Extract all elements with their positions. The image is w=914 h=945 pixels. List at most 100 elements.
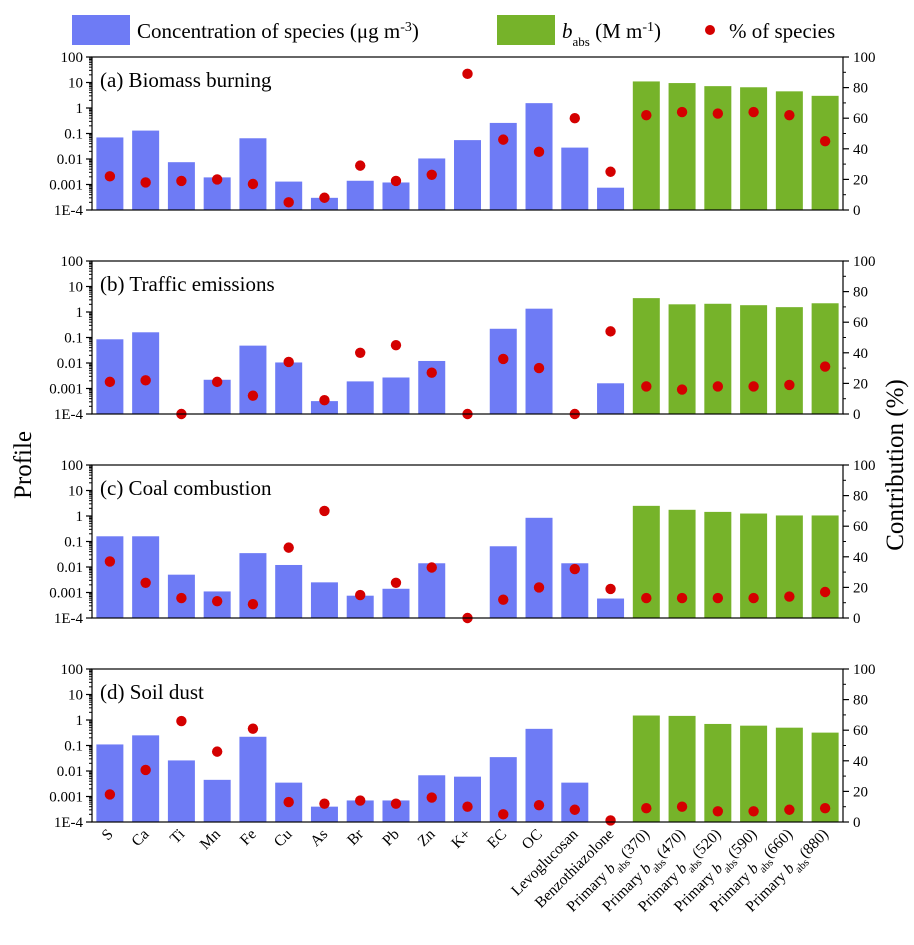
panel-title: (b) Traffic emissions <box>100 272 275 296</box>
category-label-1: S <box>99 826 117 844</box>
category-labels: S Ca Ti Mn Fe Cu As Br Pb Zn K+ EC OCLevoglucosanBen… <box>99 825 832 915</box>
percent-marker-1 <box>104 171 116 182</box>
left-tick-label: 100 <box>61 50 84 66</box>
percent-marker-19 <box>748 592 759 604</box>
bar-5 <box>239 345 267 414</box>
left-tick-label: 0.1 <box>64 127 83 143</box>
right-tick-label: 0 <box>853 407 861 423</box>
bar-8 <box>346 381 374 414</box>
bar-7 <box>310 806 338 822</box>
percent-marker-12 <box>498 353 509 365</box>
percent-marker-1 <box>104 376 116 388</box>
bar-11 <box>454 776 481 822</box>
percent-marker-15 <box>605 326 616 337</box>
left-tick-label: 1 <box>76 509 84 525</box>
panel-title: (c) Coal combustion <box>100 476 272 500</box>
right-tick-label: 60 <box>853 315 868 331</box>
percent-marker-2 <box>140 577 151 589</box>
right-tick-label: 20 <box>853 376 868 392</box>
percent-marker-19 <box>748 381 759 392</box>
percent-marker-2 <box>140 177 151 188</box>
percent-marker-12 <box>498 594 509 605</box>
bar-11 <box>454 140 481 210</box>
bar-15 <box>597 383 625 414</box>
percent-marker-19 <box>748 106 759 118</box>
right-tick-label: 80 <box>853 81 868 97</box>
bar-18 <box>704 303 732 414</box>
percent-marker-4 <box>211 595 223 607</box>
bar-8 <box>346 180 374 210</box>
category-label-2: Ca <box>128 826 152 850</box>
bar-21 <box>811 95 839 210</box>
bar-16 <box>632 81 660 210</box>
percent-marker-2 <box>140 764 151 776</box>
panel-3: 1E-4 0.001 0.01 0.1 1 10 100 0 20 40 60 80 100 (c) Co… <box>49 458 875 627</box>
left-tick-label: 10 <box>68 76 83 92</box>
bar-8 <box>346 800 374 822</box>
panel-4: 1E-4 0.001 0.01 0.1 1 10 100 0 20 40 60 80 100 (d) So… <box>49 662 875 831</box>
left-tick-label: 1 <box>76 101 84 117</box>
bar-9 <box>382 182 410 210</box>
category-label-10: Zn <box>414 826 438 850</box>
percent-marker-8 <box>355 589 366 601</box>
bar-7 <box>310 582 338 618</box>
percent-marker-16 <box>641 381 652 392</box>
bar-2 <box>132 735 160 822</box>
bar-13 <box>525 517 553 618</box>
category-label-6: Cu <box>271 826 296 851</box>
bar-20 <box>775 515 803 618</box>
right-tick-label: 80 <box>853 693 868 709</box>
bar-14 <box>561 147 589 210</box>
percent-marker-21 <box>819 361 831 372</box>
percent-marker-1 <box>104 789 116 800</box>
percent-marker-10 <box>426 792 437 803</box>
bar-18 <box>704 86 732 210</box>
percent-marker-5 <box>247 390 259 401</box>
legend: Concentration of species (μg m-3) babs (… <box>72 15 835 49</box>
percent-marker-3 <box>176 715 187 727</box>
percent-marker-11 <box>462 801 473 812</box>
panel-title: (d) Soil dust <box>100 680 204 704</box>
left-tick-label: 0.01 <box>57 764 83 780</box>
percent-marker-17 <box>676 801 688 812</box>
y-axis-title-left: Profile <box>10 431 37 499</box>
bar-2 <box>132 332 160 414</box>
bar-20 <box>775 307 803 414</box>
percent-marker-5 <box>247 178 259 190</box>
right-tick-label: 0 <box>853 611 861 627</box>
legend-swatch-babs <box>497 15 555 45</box>
percent-marker-6 <box>283 542 294 553</box>
percent-marker-20 <box>784 591 795 602</box>
right-tick-label: 100 <box>853 50 876 66</box>
panel-title: (a) Biomass burning <box>100 68 272 92</box>
right-tick-label: 20 <box>853 580 868 596</box>
legend-label-percent: % of species <box>729 19 835 43</box>
bar-7 <box>310 401 338 414</box>
right-tick-label: 60 <box>853 723 868 739</box>
percent-marker-13 <box>533 146 545 158</box>
left-tick-label: 1E-4 <box>54 407 84 423</box>
bar-1 <box>96 339 124 414</box>
bar-17 <box>668 304 696 414</box>
percent-marker-5 <box>247 599 259 610</box>
bar-2 <box>132 536 160 618</box>
percent-marker-11 <box>462 68 473 80</box>
bar-15 <box>597 598 625 618</box>
left-tick-label: 0.001 <box>49 790 83 806</box>
percent-marker-6 <box>283 796 294 808</box>
right-tick-label: 40 <box>853 142 868 158</box>
left-tick-label: 0.01 <box>57 356 83 372</box>
category-label-4: Mn <box>197 826 224 853</box>
percent-marker-17 <box>676 592 688 604</box>
percent-marker-18 <box>712 381 724 392</box>
right-tick-label: 0 <box>853 815 861 831</box>
right-tick-label: 20 <box>853 172 868 188</box>
bar-1 <box>96 536 124 618</box>
left-tick-label: 0.001 <box>49 586 83 602</box>
right-tick-label: 60 <box>853 519 868 535</box>
legend-marker-percent <box>705 25 715 35</box>
percent-marker-20 <box>784 379 795 391</box>
right-tick-label: 100 <box>853 254 876 270</box>
percent-marker-14 <box>569 804 580 815</box>
bar-1 <box>96 744 124 822</box>
